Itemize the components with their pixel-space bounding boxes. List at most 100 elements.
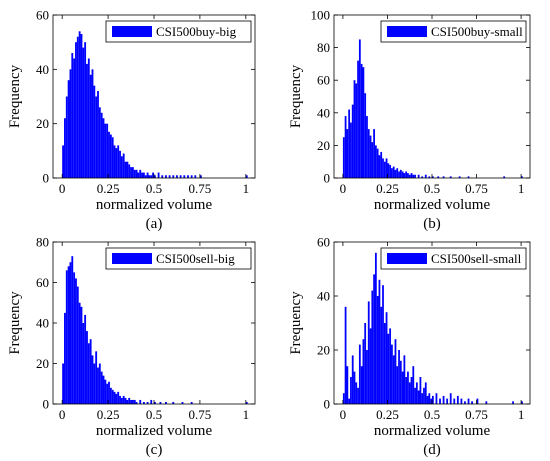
histogram-bar xyxy=(245,175,248,178)
y-tick-label: 60 xyxy=(317,235,330,250)
histogram-bar xyxy=(89,339,92,404)
histogram-bar xyxy=(423,387,425,404)
histogram-bar xyxy=(142,172,145,178)
legend-swatch xyxy=(112,253,152,264)
histogram-bar xyxy=(348,398,351,404)
histogram-bar xyxy=(391,168,393,178)
histogram-bar xyxy=(358,39,361,179)
x-tick-label: 0.25 xyxy=(376,407,399,422)
histogram-bar xyxy=(476,398,479,404)
histogram-bar xyxy=(126,161,129,178)
histogram-bar xyxy=(109,134,112,178)
histogram-bar xyxy=(467,176,470,178)
histogram-bar xyxy=(122,395,125,404)
x-tick-label: 1 xyxy=(518,407,525,422)
histogram-bar xyxy=(432,176,434,178)
histogram-bars xyxy=(62,31,248,179)
histogram-bar xyxy=(86,63,88,178)
histogram-bar xyxy=(430,398,432,404)
histogram-bar xyxy=(172,401,175,404)
histogram-bar xyxy=(387,333,390,404)
histogram-bar xyxy=(139,399,142,404)
histogram-bar xyxy=(95,351,98,404)
histogram-bar xyxy=(75,42,77,178)
y-tick-label: 20 xyxy=(317,138,330,153)
histogram-bar xyxy=(64,312,66,405)
y-axis-label: Frequency xyxy=(288,64,304,128)
histogram-bar xyxy=(71,256,74,404)
histogram-bar xyxy=(399,169,402,178)
histogram-bar xyxy=(453,398,456,404)
histogram-bar xyxy=(424,174,427,178)
histogram-bar xyxy=(142,401,145,404)
y-tick-label: 20 xyxy=(36,116,49,131)
histogram-bar xyxy=(348,109,351,178)
y-tick-label: 60 xyxy=(317,73,330,88)
histogram-bar xyxy=(369,135,372,178)
histogram-bar xyxy=(378,279,381,404)
x-tick-label: 0.75 xyxy=(189,181,212,196)
histogram-bar xyxy=(414,387,416,404)
histogram-bar xyxy=(181,401,184,404)
histogram-bar xyxy=(78,31,81,178)
histogram-bar xyxy=(437,176,440,178)
x-tick-label: 0 xyxy=(340,181,347,196)
histogram-bar xyxy=(380,306,383,404)
histogram-bar xyxy=(65,270,68,404)
histogram-bar xyxy=(415,382,418,404)
histogram-bar xyxy=(428,393,431,404)
histogram-bar xyxy=(439,398,441,404)
legend-swatch xyxy=(387,26,427,37)
y-tick-label: 0 xyxy=(43,171,50,186)
histogram-bar xyxy=(183,175,186,178)
histogram-bar xyxy=(449,393,452,404)
histogram-bar xyxy=(360,366,363,404)
histogram-bar xyxy=(403,173,406,178)
histogram-bar xyxy=(176,175,178,178)
histogram-bar xyxy=(119,395,121,404)
histogram-bar xyxy=(512,401,514,404)
legend-label: CSI500buy-big xyxy=(156,24,237,39)
histogram-bar xyxy=(62,363,65,404)
histogram-bar xyxy=(104,123,107,178)
histogram-bar xyxy=(364,93,367,178)
x-tick-label: 0.5 xyxy=(424,407,440,422)
histogram-bar xyxy=(355,83,358,178)
histogram-bar xyxy=(161,175,164,178)
histogram-bar xyxy=(374,145,377,178)
histogram-bar xyxy=(421,393,424,404)
histogram-bar xyxy=(124,161,127,178)
y-axis-label: Frequency xyxy=(288,291,304,355)
histogram-bar xyxy=(80,34,83,178)
histogram-bar xyxy=(428,176,431,178)
histogram-bar xyxy=(412,366,415,404)
histogram-bar xyxy=(93,363,96,404)
histogram-bar xyxy=(389,164,392,178)
histogram-bar xyxy=(130,167,132,178)
histogram-bar xyxy=(131,167,134,178)
histogram-bar xyxy=(67,266,70,404)
histogram-bar xyxy=(408,174,411,178)
histogram-bar xyxy=(435,393,438,404)
x-tick-label: 1 xyxy=(243,181,250,196)
histogram-bar xyxy=(357,387,359,404)
histogram-bar xyxy=(76,36,79,179)
histogram-bar xyxy=(471,401,473,404)
histogram-bar xyxy=(485,401,488,404)
histogram-bar xyxy=(503,176,506,178)
panel-label: (c) xyxy=(146,442,163,458)
histogram-bar xyxy=(78,302,81,404)
histogram-bar xyxy=(87,58,90,178)
histogram-bar xyxy=(165,401,167,404)
histogram-bar xyxy=(135,169,138,178)
y-tick-label: 0 xyxy=(324,397,331,412)
y-tick-label: 40 xyxy=(317,289,330,304)
histogram-bar xyxy=(67,80,70,178)
panel-label: (a) xyxy=(146,216,163,232)
histogram-bar xyxy=(401,371,404,404)
histogram-bar xyxy=(391,344,393,404)
y-tick-label: 60 xyxy=(36,275,49,290)
x-tick-label: 1 xyxy=(243,407,250,422)
histogram-bar xyxy=(344,116,347,178)
histogram-bar xyxy=(396,366,399,404)
